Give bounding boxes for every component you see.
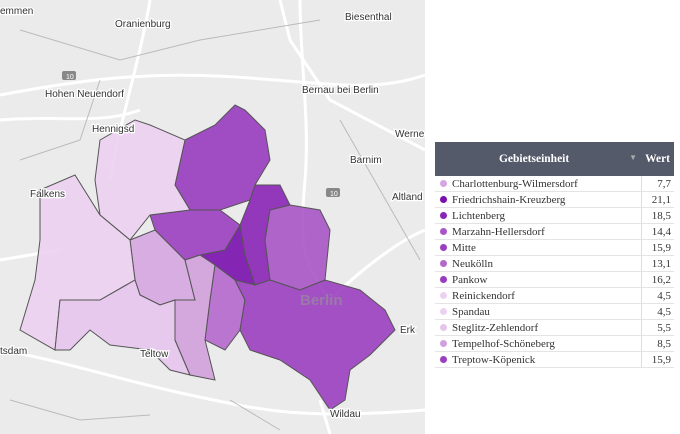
- name-cell: Treptow-Köpenick: [435, 351, 642, 368]
- name-cell: Steglitz-Zehlendorf: [435, 319, 642, 336]
- color-dot: [440, 291, 447, 299]
- district[interactable]: [174, 254, 216, 381]
- place-label: Falkens: [30, 189, 65, 200]
- column-header[interactable]: Gebietseinheit ▼: [435, 142, 642, 176]
- table-row[interactable]: Mitte 15,9: [435, 239, 674, 256]
- color-dot: [440, 195, 447, 203]
- districts: [19, 104, 396, 411]
- name-cell: Tempelhof-Schöneberg: [435, 335, 642, 352]
- place-label: Barnim: [350, 155, 382, 166]
- value-cell: 8,5: [640, 335, 674, 352]
- color-dot: [440, 275, 447, 283]
- place-label: Berlin: [300, 292, 343, 309]
- district-name: Treptow-Köpenick: [452, 353, 536, 366]
- district-name: Lichtenberg: [452, 209, 505, 222]
- place-label: Bernau bei Berlin: [302, 85, 379, 96]
- color-dot: [440, 307, 447, 315]
- place-label: Teltow: [140, 349, 169, 360]
- place-label: Oranienburg: [115, 19, 171, 30]
- table-row[interactable]: Reinickendorf 4,5: [435, 287, 674, 304]
- value-cell: 21,1: [640, 191, 674, 208]
- place-label: emmen: [0, 6, 33, 17]
- map: emmen Oranienburg Biesenthal Hohen Neuen…: [0, 0, 425, 434]
- place-label: Erk: [400, 325, 416, 336]
- column-header[interactable]: Wert: [641, 142, 674, 176]
- district-name: Spandau: [452, 305, 490, 318]
- district[interactable]: [264, 204, 331, 291]
- road-shield: [62, 71, 76, 80]
- color-dot: [440, 211, 447, 219]
- name-cell: Friedrichshain-Kreuzberg: [435, 191, 642, 208]
- value-cell: 16,2: [640, 271, 674, 288]
- place-label: tsdam: [0, 346, 27, 357]
- table-row[interactable]: Steglitz-Zehlendorf 5,5: [435, 319, 674, 336]
- header-text: Wert: [645, 153, 670, 165]
- table-row[interactable]: Lichtenberg 18,5: [435, 207, 674, 224]
- data-table: Gebietseinheit ▼ Wert Charlottenburg-Wilm…: [435, 142, 674, 368]
- color-dot: [440, 339, 447, 347]
- place-label: Hohen Neuendorf: [45, 89, 124, 100]
- table-row[interactable]: Neukölln 13,1: [435, 255, 674, 272]
- table-row[interactable]: Friedrichshain-Kreuzberg 21,1: [435, 191, 674, 208]
- district[interactable]: [234, 279, 396, 411]
- district-name: Pankow: [452, 273, 488, 286]
- district-name: Neukölln: [452, 257, 493, 270]
- table-row[interactable]: Charlottenburg-Wilmersdorf 7,7: [435, 176, 674, 192]
- table-row[interactable]: Pankow 16,2: [435, 271, 674, 288]
- district-name: Tempelhof-Schöneberg: [452, 337, 555, 350]
- place-label: Biesenthal: [345, 12, 392, 23]
- value-cell: 5,5: [640, 319, 674, 336]
- district-name: Charlottenburg-Wilmersdorf: [452, 177, 578, 190]
- road-shield: [326, 188, 340, 197]
- name-cell: Lichtenberg: [435, 207, 642, 224]
- color-dot: [440, 227, 447, 235]
- table-row[interactable]: Treptow-Köpenick 15,9: [435, 351, 674, 368]
- district-name: Steglitz-Zehlendorf: [452, 321, 539, 334]
- header-text: Gebietseinheit: [498, 153, 570, 165]
- road-number: 10: [330, 191, 338, 198]
- place-label: Wildau: [330, 409, 361, 420]
- name-cell: Marzahn-Hellersdorf: [435, 223, 642, 240]
- district-name: Mitte: [452, 241, 476, 254]
- color-dot: [440, 243, 447, 251]
- name-cell: Reinickendorf: [435, 287, 642, 304]
- name-cell: Charlottenburg-Wilmersdorf: [435, 176, 642, 192]
- table-row[interactable]: Tempelhof-Schöneberg 8,5: [435, 335, 674, 352]
- name-cell: Pankow: [435, 271, 642, 288]
- place-label: Werne: [395, 129, 425, 140]
- value-cell: 7,7: [640, 176, 674, 192]
- road-number: 10: [66, 74, 74, 81]
- name-cell: Spandau: [435, 303, 642, 320]
- roads: [0, 0, 425, 434]
- value-cell: 15,9: [640, 239, 674, 256]
- table-row[interactable]: Spandau 4,5: [435, 303, 674, 320]
- color-dot: [440, 323, 447, 331]
- district[interactable]: [94, 119, 191, 241]
- value-cell: 15,9: [640, 351, 674, 368]
- value-cell: 14,4: [640, 223, 674, 240]
- color-dot: [440, 355, 447, 363]
- name-cell: Neukölln: [435, 255, 642, 272]
- place-label: Altland: [392, 192, 423, 203]
- value-cell: 4,5: [640, 287, 674, 304]
- color-dot: [440, 179, 447, 187]
- color-dot: [440, 259, 447, 267]
- place-label: Hennigsd: [92, 124, 134, 135]
- district-name: Reinickendorf: [452, 289, 515, 302]
- table-row[interactable]: Marzahn-Hellersdorf 14,4: [435, 223, 674, 240]
- value-cell: 18,5: [640, 207, 674, 224]
- name-cell: Mitte: [435, 239, 642, 256]
- value-cell: 4,5: [640, 303, 674, 320]
- district-name: Friedrichshain-Kreuzberg: [452, 193, 566, 206]
- district-name: Marzahn-Hellersdorf: [452, 225, 545, 238]
- minor-roads: [9, 19, 421, 431]
- value-cell: 13,1: [640, 255, 674, 272]
